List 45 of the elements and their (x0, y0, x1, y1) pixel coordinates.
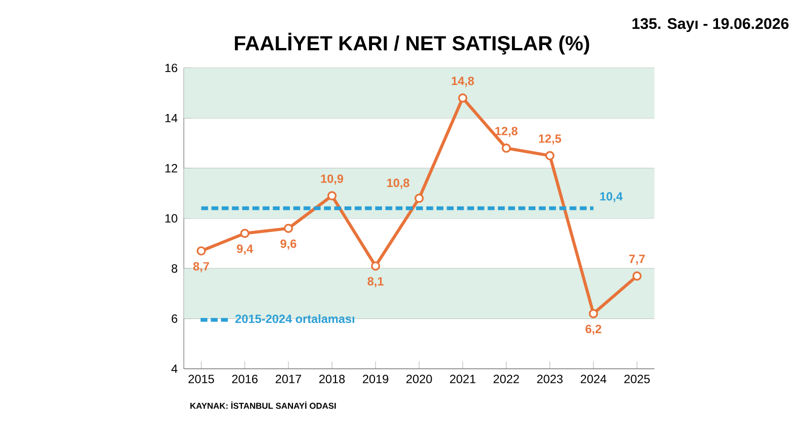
data-label: 12,5 (538, 134, 562, 145)
point (458, 94, 468, 103)
y-tick-label: 10 (165, 214, 178, 223)
point (327, 191, 337, 201)
x-tick-label: 2017 (276, 374, 302, 384)
data-label: 10,9 (321, 174, 344, 185)
point (196, 246, 206, 256)
point (545, 151, 554, 160)
y-tick-label: 16 (165, 64, 178, 72)
x-tick-label: 2023 (537, 374, 563, 384)
text: KAYNAK: İSTANBUL SANAYİ ODASI (190, 402, 336, 409)
data-label: 9,6 (280, 240, 296, 250)
data-label: 8,1 (368, 277, 384, 288)
x-tick-label: 2019 (362, 374, 388, 384)
point (240, 228, 250, 238)
x-tick-label: 2021 (450, 374, 476, 384)
x-tick-label: 2016 (232, 374, 258, 384)
data-label: 8,7 (193, 262, 209, 272)
point (632, 272, 642, 281)
x-tick-label: 2015 (188, 374, 214, 384)
y-tick-label: 14 (165, 114, 178, 122)
point (370, 262, 380, 271)
data-label: 7,7 (629, 254, 645, 266)
point (284, 224, 294, 234)
annotation: 10,4 (600, 192, 623, 202)
point (588, 309, 598, 318)
data-label: 9,4 (236, 244, 254, 255)
y-tick-label: 6 (172, 314, 178, 323)
y-tick-label: 12 (165, 164, 178, 173)
x-tick-label: 2022 (494, 374, 519, 384)
y-tick-label: 4 (171, 364, 178, 374)
chart-title: FAALİYET KARI / NET SATIŞLAR (%) (234, 32, 590, 55)
data-label: 14,8 (452, 76, 474, 88)
y-tick-label: 8 (172, 264, 178, 273)
point (502, 144, 511, 153)
data-label: 12,8 (495, 126, 518, 138)
data-label: 6,2 (586, 324, 602, 336)
text: 135. Sayı - 19.06.2026 (632, 18, 789, 32)
x-tick-label: 2018 (319, 374, 345, 384)
x-tick-label: 2020 (406, 374, 432, 384)
point (414, 194, 424, 204)
x-tick-label: 2025 (624, 374, 650, 384)
x-tick-label: 2024 (580, 374, 606, 384)
data-label: 10,8 (387, 178, 410, 189)
legend-label: 2015-2024 ortalaması (235, 314, 354, 324)
